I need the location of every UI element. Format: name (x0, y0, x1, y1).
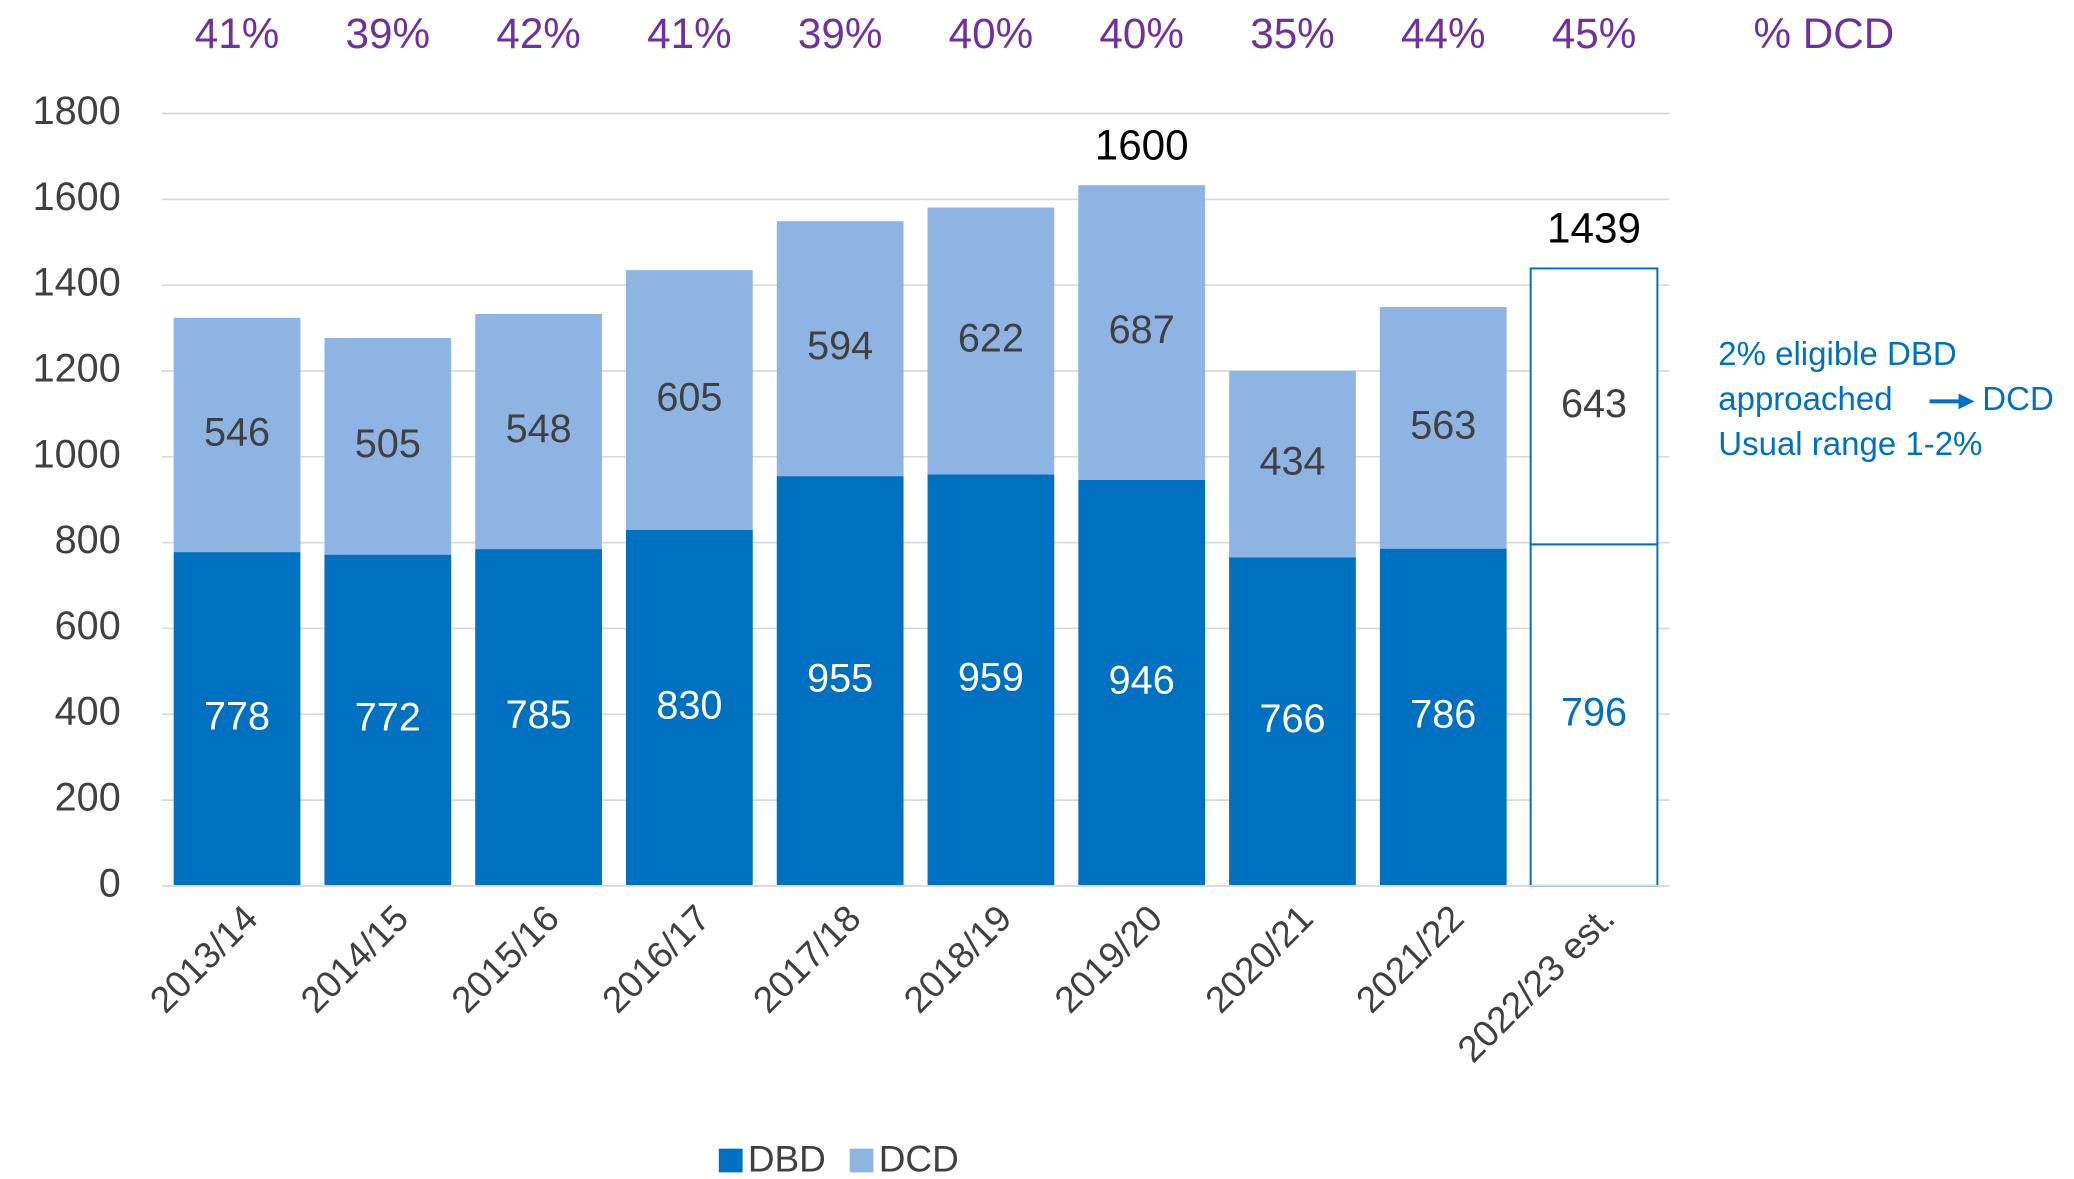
x-tick-label: 2013/14 (142, 897, 265, 1020)
value-label: 687 (1109, 308, 1175, 352)
x-tick-label: 2018/19 (896, 897, 1019, 1020)
x-tick-label: 2021/22 (1348, 897, 1471, 1020)
value-label: 955 (807, 656, 873, 700)
value-label: 605 (656, 375, 722, 419)
bar-segment (173, 552, 301, 886)
bar-segment (324, 337, 452, 555)
value-label: 622 (958, 316, 1024, 360)
percent-label: 35% (1250, 10, 1335, 57)
value-label: 434 (1259, 440, 1325, 484)
y-tick-label: 1800 (33, 89, 121, 133)
percent-label: 40% (1099, 10, 1184, 57)
legend-label: DCD (879, 1139, 959, 1179)
note-line: Usual range 1-2% (1718, 425, 1982, 462)
value-label: 643 (1561, 382, 1627, 426)
y-tick-label: 800 (55, 518, 121, 562)
y-tick-label: 1600 (33, 175, 121, 219)
value-label: 766 (1259, 697, 1325, 741)
bar-segment (324, 554, 452, 886)
bar-segment (1229, 557, 1356, 886)
bar-segment (475, 313, 602, 550)
bar-segment (1078, 479, 1206, 886)
y-tick-label: 1000 (33, 432, 121, 476)
value-label: 946 (1109, 658, 1175, 702)
percent-label: 39% (346, 10, 431, 57)
value-label: 505 (355, 422, 421, 466)
total-label: 1439 (1547, 205, 1641, 252)
percent-header: % DCD (1753, 10, 1894, 57)
bar-segment (776, 476, 904, 886)
y-tick-label: 200 (55, 776, 121, 820)
note-line: approached (1718, 380, 1892, 417)
value-label: 959 (958, 656, 1024, 700)
value-label: 546 (204, 410, 270, 454)
y-tick-label: 0 (99, 861, 121, 905)
bar-segment (1379, 307, 1507, 549)
percent-label: 41% (195, 10, 280, 57)
x-tick-label: 2017/18 (745, 897, 868, 1020)
percent-label: 39% (798, 10, 883, 57)
value-label: 563 (1410, 403, 1476, 447)
bar-segment (626, 529, 753, 886)
bar-segment (927, 474, 1055, 886)
bar-segment (1229, 370, 1356, 558)
value-label: 830 (656, 683, 722, 727)
note-arrowhead (1958, 393, 1975, 410)
value-label: 785 (506, 693, 572, 737)
value-label: 594 (807, 324, 873, 368)
bar-segment (776, 221, 904, 477)
y-tick-label: 1400 (33, 261, 121, 305)
x-tick-label: 2022/23 est. (1450, 897, 1623, 1070)
bar-segment (173, 317, 301, 553)
note-line: DCD (1982, 380, 2054, 417)
y-tick-label: 400 (55, 690, 121, 734)
total-label: 1600 (1095, 121, 1189, 168)
legend-swatch (849, 1148, 874, 1173)
value-label: 548 (506, 407, 572, 451)
x-tick-label: 2020/21 (1197, 897, 1320, 1020)
legend-swatch (718, 1148, 743, 1173)
y-tick-label: 600 (55, 604, 121, 648)
bar-segment (1379, 548, 1507, 886)
bar-segment (927, 207, 1055, 475)
bar-segment (1078, 185, 1206, 480)
bar-segment (626, 270, 753, 530)
percent-label: 42% (496, 10, 581, 57)
value-label: 786 (1410, 693, 1476, 737)
percent-label: 44% (1401, 10, 1486, 57)
note-line: 2% eligible DBD (1718, 335, 1956, 372)
x-tick-label: 2015/16 (444, 897, 567, 1020)
x-tick-label: 2014/15 (293, 897, 416, 1020)
x-tick-label: 2019/20 (1047, 897, 1170, 1020)
y-tick-label: 1200 (33, 346, 121, 390)
value-label: 796 (1561, 691, 1627, 735)
percent-label: 45% (1552, 10, 1637, 57)
legend-label: DBD (748, 1139, 826, 1179)
percent-label: 40% (949, 10, 1034, 57)
percent-label: 41% (647, 10, 732, 57)
bar-segment (1529, 267, 1659, 546)
value-label: 772 (355, 696, 421, 740)
x-tick-label: 2016/17 (594, 897, 717, 1020)
bar-segment (475, 549, 602, 886)
value-label: 778 (204, 694, 270, 738)
